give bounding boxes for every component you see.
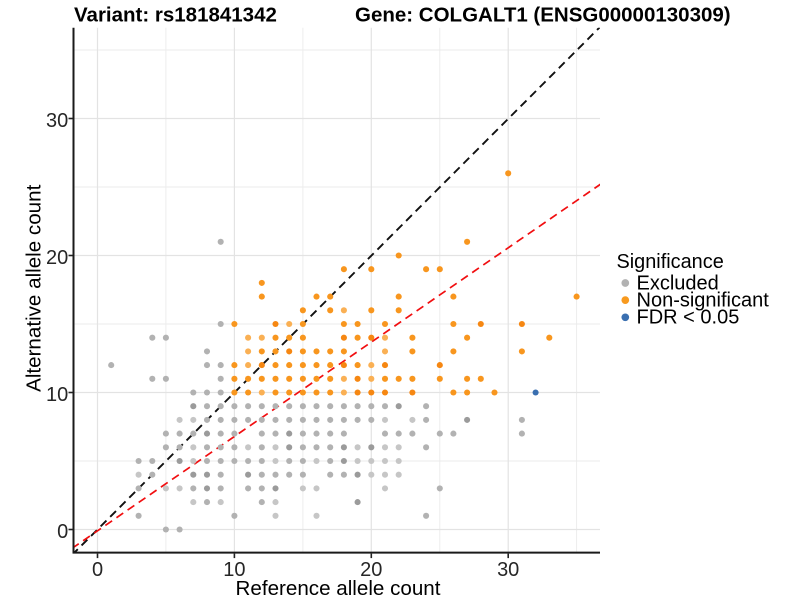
svg-text:Excluded: Excluded <box>637 272 719 294</box>
svg-text:Gene: COLGALT1 (ENSG0000013030: Gene: COLGALT1 (ENSG00000130309) <box>355 3 731 26</box>
svg-text:Variant: rs181841342: Variant: rs181841342 <box>74 3 277 26</box>
svg-text:10: 10 <box>46 384 68 406</box>
svg-text:Non-significant: Non-significant <box>637 289 770 311</box>
svg-text:30: 30 <box>46 110 68 132</box>
svg-text:20: 20 <box>46 247 68 269</box>
svg-text:FDR < 0.05: FDR < 0.05 <box>637 307 740 329</box>
svg-text:10: 10 <box>223 559 245 581</box>
svg-text:0: 0 <box>92 559 103 581</box>
svg-text:Significance: Significance <box>617 251 724 273</box>
svg-text:20: 20 <box>360 559 382 581</box>
svg-text:0: 0 <box>57 521 68 543</box>
svg-text:Alternative allele count: Alternative allele count <box>23 184 46 391</box>
svg-text:Reference allele count: Reference allele count <box>236 577 441 600</box>
svg-text:30: 30 <box>497 559 519 581</box>
